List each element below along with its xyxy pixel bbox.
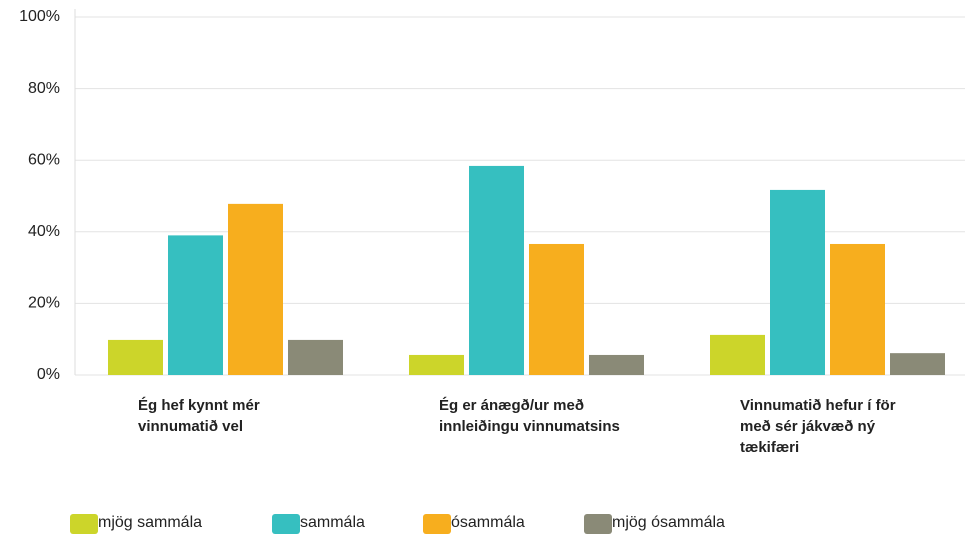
bar — [529, 243, 584, 375]
bar — [108, 339, 163, 375]
bar — [288, 339, 343, 375]
bar — [589, 354, 644, 375]
x-tick-label: Ég hef kynnt mér vinnumatið vel — [138, 397, 260, 435]
bar — [469, 165, 524, 375]
bar — [830, 243, 885, 375]
x-tick-label: Vinnumatið hefur í för með sér jákvæð ný… — [740, 397, 896, 456]
legend-swatch — [423, 514, 451, 534]
legend-label: sammála — [300, 514, 365, 531]
bar — [710, 334, 765, 375]
bar — [409, 354, 464, 375]
y-tick-label: 60% — [28, 151, 60, 168]
x-tick-label: Ég er ánægð/ur með innleiðingu vinnumats… — [439, 397, 620, 435]
y-tick-label: 100% — [19, 8, 60, 25]
bar — [770, 189, 825, 375]
y-tick-label: 40% — [28, 223, 60, 240]
legend-swatch — [272, 514, 300, 534]
legend-label: ósammála — [451, 514, 525, 531]
bar — [890, 353, 945, 375]
legend-swatch — [70, 514, 98, 534]
y-tick-label: 20% — [28, 295, 60, 312]
bar — [228, 203, 283, 375]
legend-swatch — [584, 514, 612, 534]
y-tick-label: 80% — [28, 80, 60, 97]
legend-label: mjög sammála — [98, 514, 202, 531]
y-tick-label: 0% — [37, 366, 60, 383]
legend-label: mjög ósammála — [612, 514, 725, 531]
bar — [168, 235, 223, 375]
